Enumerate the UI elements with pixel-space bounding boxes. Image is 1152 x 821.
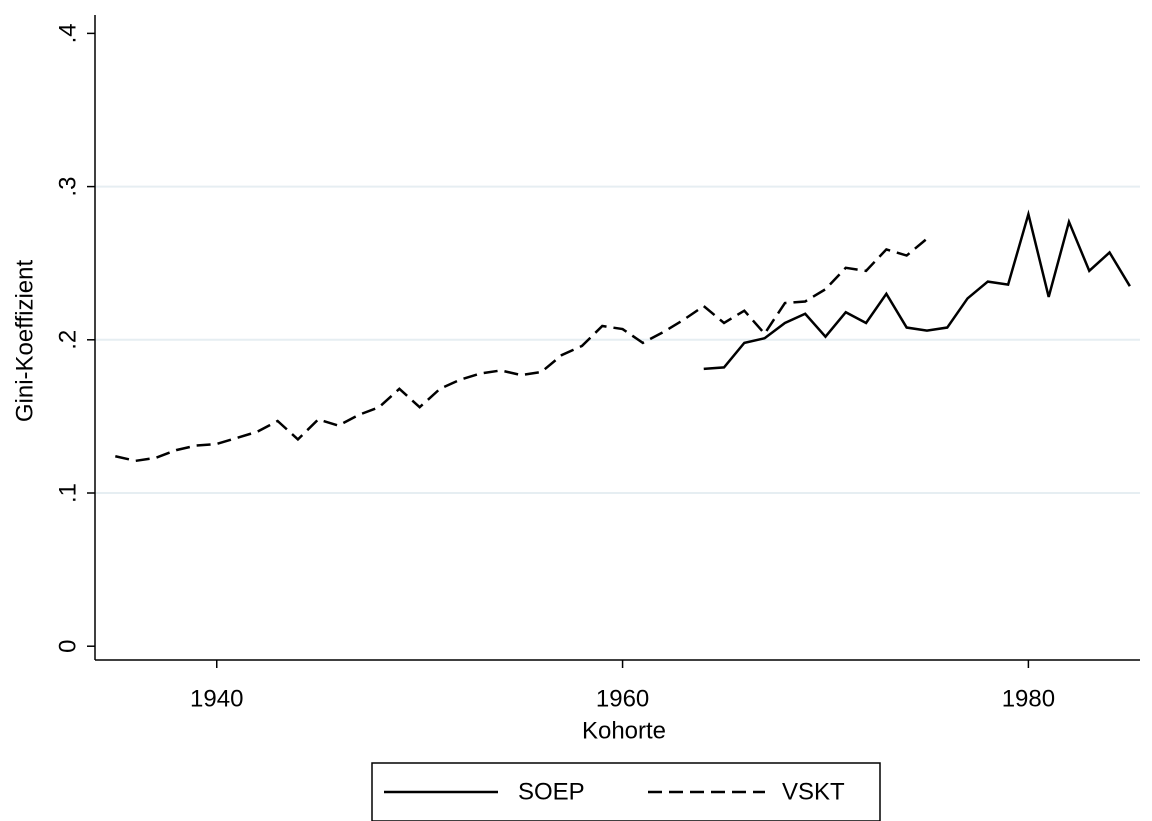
legend-box xyxy=(371,762,881,821)
x-tick-label: 1960 xyxy=(596,685,649,712)
legend-label: VSKT xyxy=(782,778,845,805)
legend-label: SOEP xyxy=(518,778,585,805)
y-tick-label: .4 xyxy=(54,23,81,43)
y-axis-title: Gini-Koeffizient xyxy=(11,260,38,423)
y-tick-label: .2 xyxy=(54,330,81,350)
y-tick-label: 0 xyxy=(54,640,81,653)
x-tick-label: 1980 xyxy=(1002,685,1055,712)
x-tick-label: 1940 xyxy=(190,685,243,712)
series-line xyxy=(115,237,928,463)
y-tick-label: .3 xyxy=(54,177,81,197)
series-line xyxy=(703,209,1131,371)
y-tick-label: .1 xyxy=(54,483,81,503)
x-axis-title: Kohorte xyxy=(582,717,666,744)
